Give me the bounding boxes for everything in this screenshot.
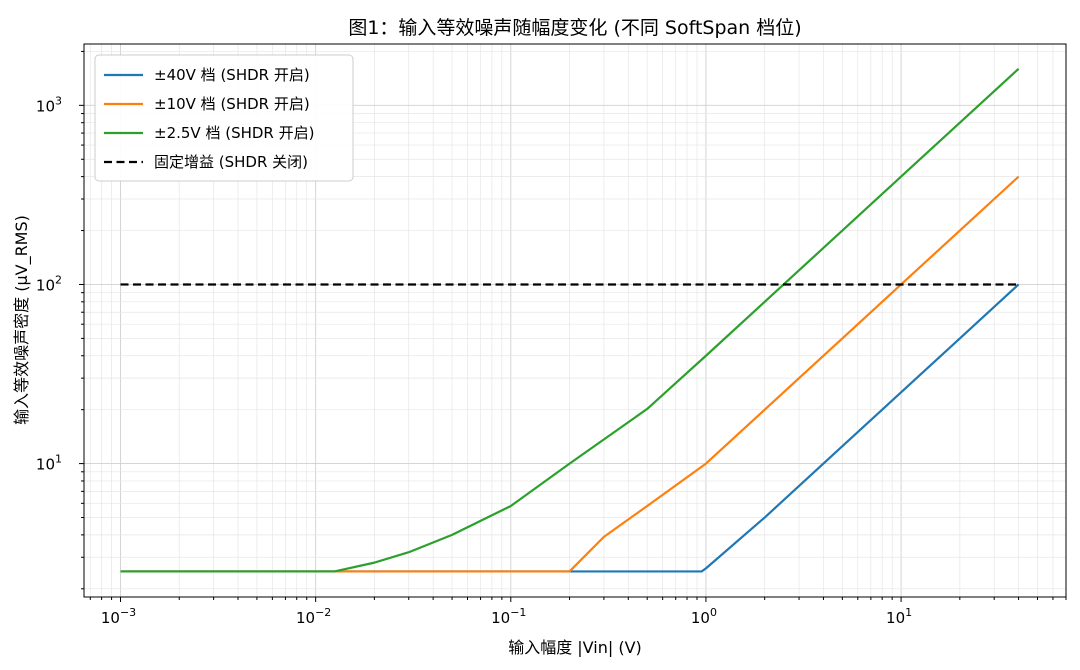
tick-label: 10−2: [296, 606, 331, 627]
chart-title: 图1：输入等效噪声随幅度变化 (不同 SoftSpan 档位): [348, 17, 801, 39]
tick-label-exponent: 3: [55, 94, 62, 107]
legend-box: [94, 54, 354, 182]
y-axis-label: 输入等效噪声密度 (μV_RMS): [12, 215, 32, 425]
tick-label: 101: [886, 606, 912, 627]
tick-label-exponent: 2: [55, 273, 62, 286]
tick-label: 103: [36, 94, 62, 115]
plot-frame: [83, 43, 1067, 598]
legend-label-2: ±10V 档 (SHDR 开启): [154, 95, 310, 113]
series-line-2: [120, 175, 1020, 573]
tick-label-base: 10: [886, 609, 905, 627]
tick-label: 101: [36, 453, 62, 474]
tick-label: 102: [36, 273, 62, 294]
legend-label-1: ±40V 档 (SHDR 开启): [154, 66, 310, 84]
legend-label-3: ±2.5V 档 (SHDR 开启): [154, 124, 314, 142]
tick-label-base: 10: [36, 456, 55, 474]
legend-label-4: 固定增益 (SHDR 关闭): [154, 153, 308, 171]
tick-label-base: 10: [36, 97, 55, 115]
legend: ±40V 档 (SHDR 开启) ±10V 档 (SHDR 开启) ±2.5V 档 …: [94, 54, 354, 182]
tick-label-exponent: 1: [905, 606, 912, 619]
tick-label: 10−1: [491, 606, 526, 627]
tick-label-exponent: −3: [120, 606, 136, 619]
tick-label-base: 10: [296, 609, 315, 627]
tick-label-base: 10: [691, 609, 710, 627]
tick-label-base: 10: [491, 609, 510, 627]
series-line-1: [120, 283, 1020, 573]
tick-label: 10−3: [101, 606, 136, 627]
series-line-3: [120, 67, 1020, 573]
tick-label-base: 10: [36, 276, 55, 294]
series-layer: [120, 67, 1020, 573]
tick-label-exponent: 1: [55, 453, 62, 466]
tick-label-exponent: −2: [315, 606, 331, 619]
tick-label-exponent: −1: [510, 606, 526, 619]
x-axis-label: 输入幅度 |Vin| (V): [508, 638, 642, 657]
tick-label-exponent: 0: [710, 606, 717, 619]
tick-label-base: 10: [101, 609, 120, 627]
tick-label: 100: [691, 606, 717, 627]
